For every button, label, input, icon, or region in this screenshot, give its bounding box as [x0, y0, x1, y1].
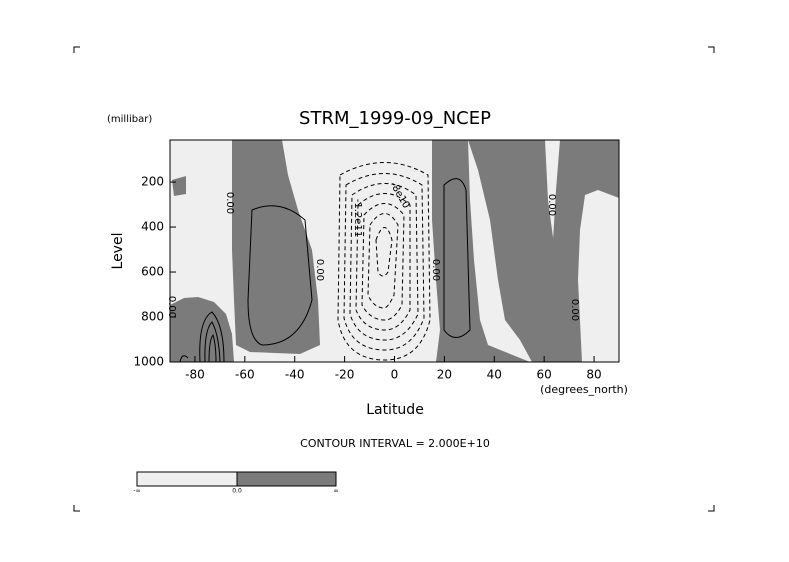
x-axis-label: Latitude: [366, 402, 424, 418]
y-tick-label: 400: [141, 220, 164, 234]
x-tick-label: -80: [185, 368, 205, 382]
x-tick-label: -20: [335, 368, 355, 382]
x-tick-label: 80: [586, 368, 601, 382]
y-tick-label: 1000: [133, 355, 164, 369]
contour-label: -1.2e11: [352, 199, 363, 237]
contour-lines: [179, 162, 471, 363]
colorbar-negative: [136, 471, 238, 487]
y-tick-label: 800: [141, 310, 164, 324]
corner-marks: [73, 46, 715, 512]
x-tick-label: 40: [487, 368, 502, 382]
x-tick-label: 20: [437, 368, 452, 382]
contour-label: 0.00: [569, 299, 580, 321]
chart-title: STRM_1999-09_NCEP: [299, 108, 491, 129]
x-tick-label: -40: [285, 368, 305, 382]
contour-label: 0.00: [166, 296, 177, 318]
colorbar-positive: [236, 471, 337, 487]
x-units: (degrees_north): [540, 383, 628, 396]
colorbar-label: ∞: [334, 488, 339, 495]
y-axis-label: Level: [110, 233, 126, 270]
y-units: (millibar): [107, 114, 152, 125]
positive-regions: [170, 140, 619, 362]
y-tick-label: 600: [141, 265, 164, 279]
colorbar-label: 0.0: [232, 488, 242, 495]
contour-label: 0.00: [430, 259, 441, 281]
x-tick-label: 0: [391, 368, 399, 382]
x-tick-label: 60: [537, 368, 552, 382]
contour-label: 0.00: [314, 259, 325, 281]
x-tick-label: -60: [235, 368, 255, 382]
plot-area: 0.000.00 0.000.000.000.00-8e10-1.2e11: [166, 139, 620, 363]
contour-label: 0.00: [224, 192, 235, 214]
colorbar: -∞ 0.0 ∞: [133, 471, 339, 495]
subtitle: CONTOUR INTERVAL = 2.000E+10: [300, 437, 490, 450]
y-tick-label: 200: [141, 175, 164, 189]
contour-label: 0.00: [546, 194, 557, 216]
colorbar-label: -∞: [133, 488, 140, 495]
